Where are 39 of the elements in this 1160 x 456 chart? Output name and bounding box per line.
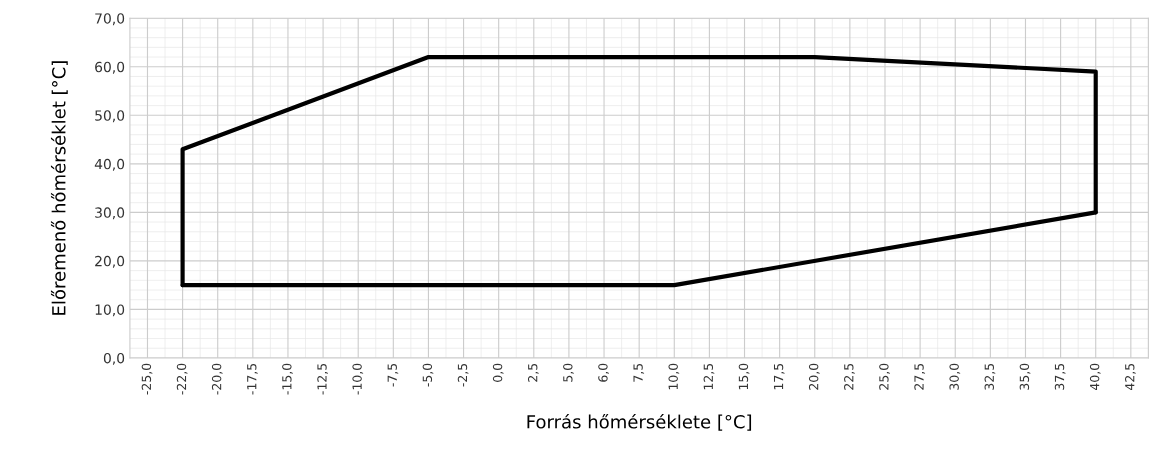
x-tick-label: 32,5 <box>984 363 996 390</box>
y-tick-label: 60,0 <box>95 61 125 74</box>
x-tick-label: 25,0 <box>879 363 890 390</box>
x-tick-label: 40,0 <box>1089 363 1101 391</box>
x-tick-label: 20,0 <box>808 363 820 390</box>
x-tick-label: -17,5 <box>247 363 258 395</box>
x-tick-label: -15,0 <box>282 363 293 395</box>
y-tick-label: 0,0 <box>103 352 125 365</box>
x-tick-label: 35,0 <box>1019 363 1031 390</box>
x-tick-label: -25,0 <box>141 363 153 395</box>
x-tick-label: 37,5 <box>1054 363 1066 390</box>
x-tick-label: 42,5 <box>1125 363 1136 391</box>
x-tick-label: -5,0 <box>422 363 434 387</box>
x-tick-label: -7,5 <box>387 363 399 387</box>
x-tick-label: -20,0 <box>211 363 223 395</box>
x-tick-label: 7,5 <box>633 363 645 382</box>
x-tick-label: -10,0 <box>352 363 364 395</box>
x-tick-label: 15,0 <box>738 363 750 390</box>
x-tick-label: -22,0 <box>176 363 188 395</box>
x-tick-label: 10,0 <box>668 363 680 390</box>
y-tick-label: 10,0 <box>95 304 125 317</box>
y-tick-label: 70,0 <box>95 13 125 26</box>
x-tick-label: 2,5 <box>527 363 539 382</box>
x-tick-label: 12,5 <box>703 363 715 390</box>
x-axis-title: Forrás hőmérséklete [°C] <box>527 413 752 431</box>
x-tick-label: 27,5 <box>914 363 926 390</box>
x-tick-label: 5,0 <box>563 363 574 382</box>
y-tick-label: 30,0 <box>95 207 125 220</box>
x-tick-label: 30,0 <box>949 363 961 390</box>
x-tick-label: 22,5 <box>844 363 855 390</box>
x-tick-label: -2,5 <box>457 363 469 387</box>
y-tick-label: 50,0 <box>95 110 125 123</box>
x-tick-label: 6,0 <box>598 363 609 382</box>
x-tick-label: -12,5 <box>317 363 328 395</box>
x-tick-label: 17,5 <box>773 363 785 390</box>
y-tick-label: 40,0 <box>94 158 125 171</box>
x-tick-label: 0,0 <box>492 363 504 382</box>
y-tick-label: 20,0 <box>95 255 125 268</box>
y-axis-title: Előremenő hőmérséklet [°C] <box>50 61 68 315</box>
